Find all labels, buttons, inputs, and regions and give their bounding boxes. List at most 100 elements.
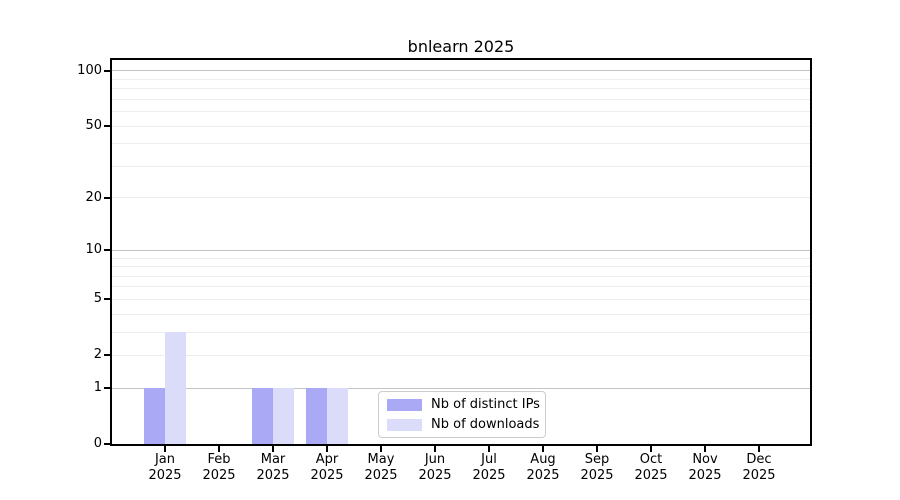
x-tick-mark — [596, 446, 598, 452]
minor-gridline — [112, 111, 810, 113]
bar-distinct-ips-apr — [306, 388, 327, 445]
x-tick-mark — [272, 446, 274, 452]
month-label: Jan — [154, 452, 176, 467]
year-label: 2025 — [256, 468, 290, 483]
month-label: Mar — [260, 452, 286, 467]
month-label: Jul — [481, 452, 497, 467]
minor-gridline — [112, 266, 810, 268]
axes-frame — [110, 58, 812, 446]
minor-gridline — [112, 298, 810, 300]
minor-gridline — [112, 88, 810, 90]
major-gridline — [112, 249, 810, 251]
minor-gridline — [112, 257, 810, 259]
x-tick-label-apr: Apr 2025 — [299, 452, 355, 484]
minor-gridline — [112, 354, 810, 356]
legend-swatch-downloads — [387, 418, 422, 431]
minor-gridline — [112, 197, 810, 199]
y-tick-mark — [104, 125, 111, 128]
bar-distinct-ips-mar — [252, 388, 273, 445]
month-label: Sep — [584, 452, 610, 467]
minor-gridline — [112, 125, 810, 127]
year-label: 2025 — [526, 468, 560, 483]
y-tick-mark — [104, 249, 111, 252]
y-tick-label: 0 — [93, 436, 102, 452]
y-tick-label: 20 — [85, 189, 102, 205]
legend-entry-downloads: Nb of downloads — [387, 417, 540, 432]
y-tick-mark — [104, 443, 111, 446]
month-label: Jun — [424, 452, 446, 467]
x-tick-mark — [650, 446, 652, 452]
year-label: 2025 — [472, 468, 506, 483]
month-label: May — [367, 452, 395, 467]
y-tick-mark — [104, 69, 111, 72]
y-tick-label: 100 — [77, 62, 102, 78]
y-tick-mark — [104, 354, 111, 357]
x-tick-mark — [326, 446, 328, 452]
x-tick-label-mar: Mar 2025 — [245, 452, 301, 484]
year-label: 2025 — [634, 468, 668, 483]
month-label: Dec — [746, 452, 772, 467]
x-tick-label-feb: Feb 2025 — [191, 452, 247, 484]
bar-downloads-jan — [165, 332, 186, 445]
x-tick-mark — [218, 446, 220, 452]
year-label: 2025 — [688, 468, 722, 483]
month-label: Nov — [692, 452, 718, 467]
y-tick-label: 2 — [93, 347, 102, 363]
x-tick-label-may: May 2025 — [353, 452, 409, 484]
month-label: Apr — [315, 452, 339, 467]
y-tick-label: 5 — [93, 291, 102, 307]
x-tick-mark — [704, 446, 706, 452]
minor-gridline — [112, 313, 810, 315]
y-tick-label: 1 — [93, 380, 102, 396]
bar-downloads-mar — [273, 388, 294, 445]
minor-gridline — [112, 78, 810, 80]
legend-swatch-distinct-ips — [387, 398, 422, 411]
legend: Nb of distinct IPs Nb of downloads — [378, 391, 546, 438]
year-label: 2025 — [148, 468, 182, 483]
y-tick-label: 10 — [85, 242, 102, 258]
x-tick-mark — [542, 446, 544, 452]
legend-label-downloads: Nb of downloads — [431, 417, 540, 432]
x-tick-label-oct: Oct 2025 — [623, 452, 679, 484]
x-tick-mark — [434, 446, 436, 452]
major-gridline — [112, 70, 810, 72]
year-label: 2025 — [418, 468, 452, 483]
x-tick-label-jan: Jan 2025 — [137, 452, 193, 484]
minor-gridline — [112, 286, 810, 288]
year-label: 2025 — [310, 468, 344, 483]
x-tick-label-jun: Jun 2025 — [407, 452, 463, 484]
minor-gridline — [112, 275, 810, 277]
y-tick-mark — [104, 298, 111, 301]
x-tick-mark — [488, 446, 490, 452]
legend-entry-distinct-ips: Nb of distinct IPs — [387, 397, 540, 412]
y-tick-mark — [104, 387, 111, 390]
chart-title: bnlearn 2025 — [407, 37, 515, 56]
x-tick-mark — [380, 446, 382, 452]
minor-gridline — [112, 143, 810, 145]
y-tick-label: 50 — [85, 118, 102, 134]
x-tick-mark — [164, 446, 166, 452]
year-label: 2025 — [364, 468, 398, 483]
legend-label-distinct-ips: Nb of distinct IPs — [431, 397, 540, 412]
x-tick-label-jul: Jul 2025 — [461, 452, 517, 484]
month-label: Aug — [530, 452, 556, 467]
major-gridline — [112, 387, 810, 389]
bar-distinct-ips-jan — [144, 388, 165, 445]
x-tick-label-nov: Nov 2025 — [677, 452, 733, 484]
bar-downloads-apr — [327, 388, 348, 445]
y-tick-mark — [104, 196, 111, 199]
x-tick-mark — [758, 446, 760, 452]
minor-gridline — [112, 165, 810, 167]
minor-gridline — [112, 331, 810, 333]
year-label: 2025 — [202, 468, 236, 483]
x-tick-label-aug: Aug 2025 — [515, 452, 571, 484]
year-label: 2025 — [742, 468, 776, 483]
minor-gridline — [112, 98, 810, 100]
x-tick-label-sep: Sep 2025 — [569, 452, 625, 484]
x-tick-label-dec: Dec 2025 — [731, 452, 787, 484]
month-label: Oct — [639, 452, 663, 467]
year-label: 2025 — [580, 468, 614, 483]
month-label: Feb — [207, 452, 231, 467]
